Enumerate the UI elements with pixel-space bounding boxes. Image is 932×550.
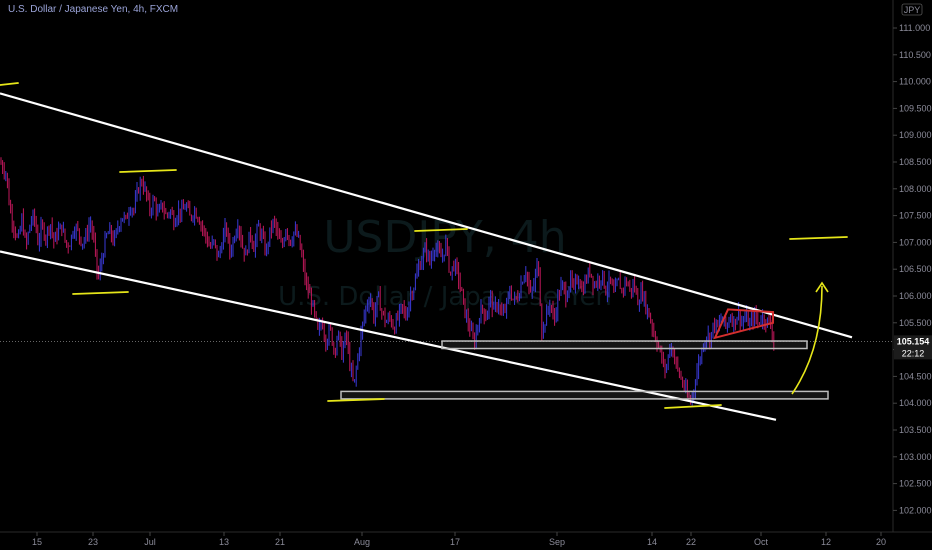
channel-upper-line — [0, 92, 853, 339]
y-tick-label: 105.500 — [899, 318, 932, 328]
watermark-name: U.S. Dollar / Japanese Yen — [278, 282, 612, 312]
countdown-label: 22:12 — [902, 348, 925, 358]
x-tick-label: 17 — [450, 537, 460, 547]
x-tick-label: 22 — [686, 537, 696, 547]
price-badge: 105.154 22:12 — [894, 335, 932, 360]
price-axis[interactable]: 111.000 110.500 110.000 109.500 109.000 108.5… — [893, 23, 932, 515]
y-tick-label: 102.000 — [899, 505, 932, 515]
marker-line — [414, 228, 468, 232]
currency-badge[interactable]: JPY — [901, 3, 923, 16]
currency-badge-label: JPY — [904, 5, 921, 15]
y-tick-label: 110.500 — [899, 50, 931, 60]
x-tick-label: 14 — [647, 537, 657, 547]
y-tick-label: 102.500 — [899, 479, 932, 489]
x-tick-label: Oct — [754, 537, 769, 547]
y-tick-label: 103.000 — [899, 452, 932, 462]
support-zone — [441, 340, 808, 350]
y-tick-label: 107.500 — [899, 211, 932, 221]
x-tick-label: 20 — [876, 537, 886, 547]
x-tick-label: 12 — [821, 537, 831, 547]
x-tick-label: Aug — [354, 537, 370, 547]
triangle-pattern — [713, 308, 774, 340]
chart-title: U.S. Dollar / Japanese Yen, 4h, FXCM — [8, 4, 179, 15]
y-tick-label: 107.000 — [899, 237, 932, 247]
y-tick-label: 109.500 — [899, 103, 932, 113]
marker-line — [327, 398, 385, 402]
x-tick-label: 13 — [219, 537, 229, 547]
y-tick-label: 104.000 — [899, 398, 932, 408]
y-tick-label: 108.000 — [899, 184, 932, 194]
marker-line — [789, 236, 848, 240]
y-tick-label: 109.000 — [899, 130, 932, 140]
projection-arrow-head — [815, 281, 829, 293]
projection-arrow — [791, 285, 823, 395]
y-tick-label: 106.500 — [899, 264, 932, 274]
x-tick-label: 15 — [32, 537, 42, 547]
y-tick-label: 103.500 — [899, 425, 932, 435]
x-tick-label: 23 — [88, 537, 98, 547]
y-tick-label: 111.000 — [899, 23, 930, 33]
y-tick-label: 108.500 — [899, 157, 932, 167]
marker-line — [119, 169, 177, 173]
y-tick-label: 106.000 — [899, 291, 932, 301]
x-tick-label: 21 — [275, 537, 285, 547]
support-zone — [340, 390, 829, 400]
y-tick-label: 110.000 — [899, 77, 931, 87]
y-tick-label: 104.500 — [899, 371, 932, 381]
marker-line — [0, 82, 19, 86]
marker-line — [72, 291, 129, 295]
drawings — [0, 82, 853, 421]
x-tick-label: Sep — [549, 537, 565, 547]
time-axis[interactable]: 15 23 Jul 13 21 Aug 17 Sep 14 22 Oct 12 20 — [32, 532, 886, 547]
marker-line — [664, 404, 722, 409]
x-tick-label: Jul — [144, 537, 156, 547]
watermark: USDJPY, 4h U.S. Dollar / Japanese Yen — [278, 212, 612, 312]
last-price-label: 105.154 — [897, 336, 930, 346]
